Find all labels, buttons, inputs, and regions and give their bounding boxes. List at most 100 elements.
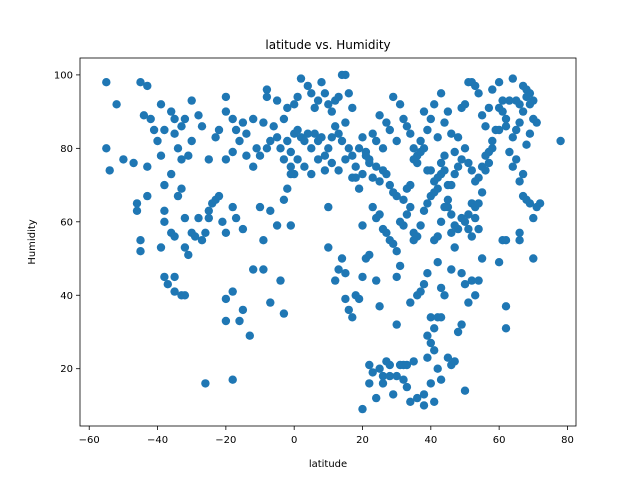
- data-point: [320, 151, 330, 160]
- data-point: [436, 89, 446, 98]
- data-point: [375, 364, 384, 373]
- data-point: [436, 217, 446, 226]
- data-point: [160, 217, 169, 226]
- data-point: [419, 390, 429, 399]
- data-point: [303, 129, 312, 138]
- data-point: [180, 114, 190, 124]
- data-point: [532, 202, 541, 212]
- data-point: [385, 371, 394, 381]
- data-point: [392, 371, 401, 381]
- data-point: [474, 276, 483, 285]
- data-point: [460, 217, 470, 226]
- data-point: [170, 114, 179, 124]
- data-point: [426, 313, 435, 322]
- data-point: [413, 291, 422, 300]
- data-point: [132, 206, 142, 215]
- data-point: [450, 243, 459, 252]
- data-point: [457, 269, 466, 278]
- data-point: [375, 210, 384, 219]
- data-point: [375, 177, 384, 186]
- data-point: [293, 155, 302, 164]
- data-point: [368, 202, 377, 212]
- data-point: [440, 291, 449, 300]
- data-point: [409, 144, 418, 153]
- data-point: [436, 158, 446, 168]
- data-point: [105, 166, 114, 175]
- y-tick-label: 80: [60, 144, 73, 155]
- data-point: [255, 202, 265, 212]
- data-point: [525, 100, 535, 109]
- data-point: [160, 206, 169, 215]
- data-point: [187, 136, 196, 146]
- data-point: [481, 122, 490, 131]
- data-point: [269, 122, 278, 131]
- data-point: [327, 107, 336, 116]
- data-point: [395, 100, 405, 109]
- data-point: [522, 92, 531, 102]
- data-point: [262, 92, 272, 102]
- data-point: [416, 147, 425, 157]
- data-point: [327, 158, 336, 168]
- plot-frame: [79, 57, 577, 427]
- data-point: [402, 184, 412, 193]
- data-point: [467, 276, 476, 285]
- data-point: [194, 111, 203, 120]
- data-point: [464, 210, 473, 219]
- data-point: [231, 125, 241, 135]
- data-point: [197, 236, 207, 245]
- data-point: [505, 96, 514, 105]
- data-point: [313, 96, 323, 105]
- data-point: [160, 272, 169, 282]
- data-point: [276, 276, 285, 285]
- data-point: [228, 202, 237, 212]
- data-point: [361, 151, 371, 160]
- data-point: [300, 162, 309, 171]
- data-point: [389, 92, 398, 102]
- data-point: [368, 368, 377, 377]
- data-point: [307, 89, 316, 98]
- data-point: [184, 250, 193, 260]
- data-point: [149, 125, 159, 135]
- data-point: [395, 217, 405, 226]
- data-point: [221, 316, 231, 326]
- data-point: [481, 166, 490, 175]
- data-point: [286, 162, 295, 171]
- data-point: [372, 162, 381, 171]
- data-point: [286, 147, 295, 157]
- data-point: [474, 199, 483, 208]
- data-point: [515, 236, 524, 245]
- data-point: [515, 177, 524, 186]
- data-point: [242, 151, 251, 160]
- data-point: [235, 316, 244, 326]
- x-axis-label: latitude: [309, 459, 347, 470]
- data-point: [266, 298, 275, 307]
- data-point: [167, 107, 176, 116]
- data-point: [440, 166, 449, 175]
- data-point: [443, 107, 453, 116]
- data-point: [279, 114, 289, 124]
- x-tick-label: 20: [356, 435, 369, 446]
- data-point: [351, 162, 360, 171]
- data-point: [423, 125, 432, 135]
- data-point: [430, 188, 439, 197]
- data-point: [457, 320, 466, 329]
- data-point: [221, 294, 231, 304]
- data-point: [494, 125, 504, 135]
- data-point: [498, 96, 507, 105]
- x-tick-label: 80: [561, 435, 574, 446]
- data-point: [488, 85, 497, 94]
- data-point: [413, 393, 422, 403]
- data-point: [474, 89, 483, 98]
- data-point: [156, 100, 166, 109]
- data-point: [556, 136, 565, 146]
- data-point: [464, 224, 473, 234]
- data-point: [221, 107, 231, 116]
- data-point: [399, 114, 408, 124]
- data-point: [453, 327, 463, 337]
- data-point: [231, 213, 241, 223]
- data-point: [341, 294, 350, 304]
- data-point: [375, 302, 384, 311]
- data-point: [262, 85, 272, 94]
- data-point: [436, 313, 446, 322]
- data-point: [354, 144, 364, 153]
